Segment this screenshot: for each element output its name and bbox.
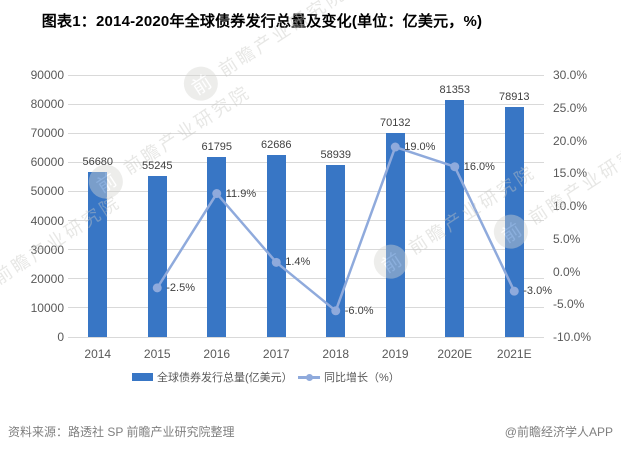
x-axis-label: 2020E (437, 347, 473, 361)
line-point-label: -3.0% (523, 285, 552, 298)
left-axis-tick: 10000 (30, 300, 64, 315)
bar-value-label: 61795 (201, 141, 233, 154)
gridline (68, 220, 544, 222)
line-series-swatch-icon (298, 373, 320, 382)
right-axis-tick: 10.0% (553, 199, 588, 213)
bar (147, 176, 167, 337)
gridline (68, 74, 544, 76)
gridline (68, 190, 544, 192)
x-axis-label: 2021E (496, 347, 532, 361)
left-axis-tick: 70000 (30, 126, 64, 141)
source-text: 资料来源：路透社 SP 前瞻产业研究院整理 (8, 425, 235, 439)
line-marker (152, 283, 162, 293)
right-axis-tick: -10.0% (553, 330, 592, 344)
bar-value-label: 62686 (260, 138, 292, 151)
line-point-label: -6.0% (344, 304, 374, 317)
gridline (68, 161, 544, 163)
legend-label-bar-series: 全球债券发行总量(亿美元） (157, 372, 293, 384)
line-point-label: 1.4% (285, 256, 311, 269)
bar (88, 171, 108, 337)
gridline (68, 132, 544, 134)
line-marker (212, 189, 222, 199)
line-marker (331, 306, 341, 316)
right-axis-tick: 0.0% (553, 264, 581, 279)
x-axis-label: 2014 (84, 347, 112, 361)
left-axis-tick: 90000 (30, 68, 64, 82)
chart-title: 图表1：2014-2020年全球债券发行总量及变化(单位：亿美元，%) (41, 13, 483, 30)
line-point-label: 16.0% (463, 160, 495, 173)
right-axis-tick: 25.0% (553, 100, 588, 115)
x-axis-label: 2019 (381, 347, 409, 361)
line-marker (271, 257, 281, 267)
plot-area: 0 10000 20000 30000 40000 50000 60000 70000 8000… (31, 68, 591, 361)
gridline (68, 103, 544, 105)
gridline (68, 249, 544, 251)
bar-series-swatch-icon (132, 373, 153, 381)
x-axis-label: 2018 (322, 347, 350, 361)
growth-line (156, 145, 516, 313)
bar-value-label: 70132 (379, 116, 411, 129)
legend-label-line-series: 同比增长（%） (324, 372, 400, 384)
right-axis-tick: 5.0% (553, 231, 581, 246)
left-axis-tick: 50000 (30, 184, 64, 199)
bar-value-label: 58939 (320, 149, 352, 162)
x-axis-label: 2017 (262, 347, 290, 361)
bar-value-label: 55245 (141, 160, 173, 173)
bar-value-label: 81353 (439, 84, 471, 97)
bar-value-label: 78913 (498, 91, 530, 104)
growth-line-series (152, 142, 519, 316)
gridline (68, 278, 544, 280)
line-marker (509, 286, 519, 296)
left-axis-tick: 40000 (30, 213, 64, 228)
bar (385, 132, 405, 337)
right-axis-tick: 15.0% (553, 166, 588, 181)
right-axis-tick: 20.0% (553, 133, 588, 148)
left-axis-tick: 60000 (30, 155, 64, 170)
legend: 全球债券发行总量(亿美元） 同比增长（%） (0, 369, 621, 385)
line-point-label: -2.5% (166, 281, 195, 294)
footer: 资料来源：路透社 SP 前瞻产业研究院整理 @前瞻经济学人APP (8, 423, 613, 440)
gridline (68, 336, 544, 338)
bar (266, 154, 286, 337)
credit-text: @前瞻经济学人APP (504, 425, 613, 439)
line-point-label: 11.9% (225, 187, 257, 200)
bar (445, 100, 465, 337)
legend-item-line-series: 同比增长（%） (298, 369, 400, 385)
left-axis-tick: 0 (57, 330, 64, 344)
line-marker (390, 142, 400, 152)
left-axis-tick: 80000 (30, 97, 64, 112)
gridline (68, 307, 544, 309)
x-axis-label: 2015 (143, 347, 171, 361)
bar-value-label: 56680 (82, 155, 114, 168)
line-swatch-dot (305, 373, 313, 381)
x-axis-label: 2016 (203, 347, 231, 361)
line-point-label: 19.0% (404, 141, 436, 154)
right-axis-tick: 30.0% (553, 68, 588, 82)
right-axis-tick: -5.0% (553, 297, 585, 312)
left-axis-tick: 20000 (30, 271, 64, 286)
legend-item-bar-series: 全球债券发行总量(亿美元） (132, 369, 293, 385)
line-marker (450, 162, 460, 172)
left-axis-tick: 30000 (30, 242, 64, 257)
